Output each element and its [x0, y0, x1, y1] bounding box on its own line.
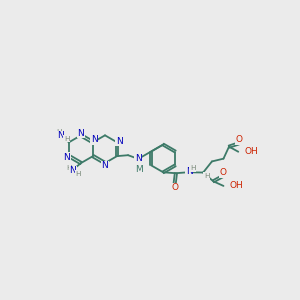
- Text: M: M: [132, 161, 145, 176]
- Text: N: N: [63, 153, 70, 162]
- Text: N: N: [69, 167, 76, 176]
- Text: N: N: [91, 136, 98, 145]
- Text: H: H: [56, 129, 61, 135]
- Text: H: H: [64, 136, 70, 142]
- Text: O: O: [220, 168, 226, 177]
- Text: H: H: [204, 173, 210, 179]
- Text: N: N: [58, 131, 64, 140]
- Text: H: H: [76, 171, 81, 177]
- Text: N: N: [135, 154, 142, 164]
- Text: M: M: [135, 164, 142, 173]
- Text: OH: OH: [245, 147, 259, 156]
- Text: M: M: [135, 165, 142, 174]
- Text: OH: OH: [230, 182, 244, 190]
- Text: N: N: [101, 161, 108, 170]
- Text: N: N: [116, 136, 123, 146]
- Text: H: H: [190, 165, 195, 171]
- Text: O: O: [171, 184, 178, 193]
- Text: O: O: [236, 135, 242, 144]
- Text: H: H: [66, 165, 71, 171]
- Text: N: N: [77, 128, 84, 137]
- Text: N: N: [186, 167, 192, 176]
